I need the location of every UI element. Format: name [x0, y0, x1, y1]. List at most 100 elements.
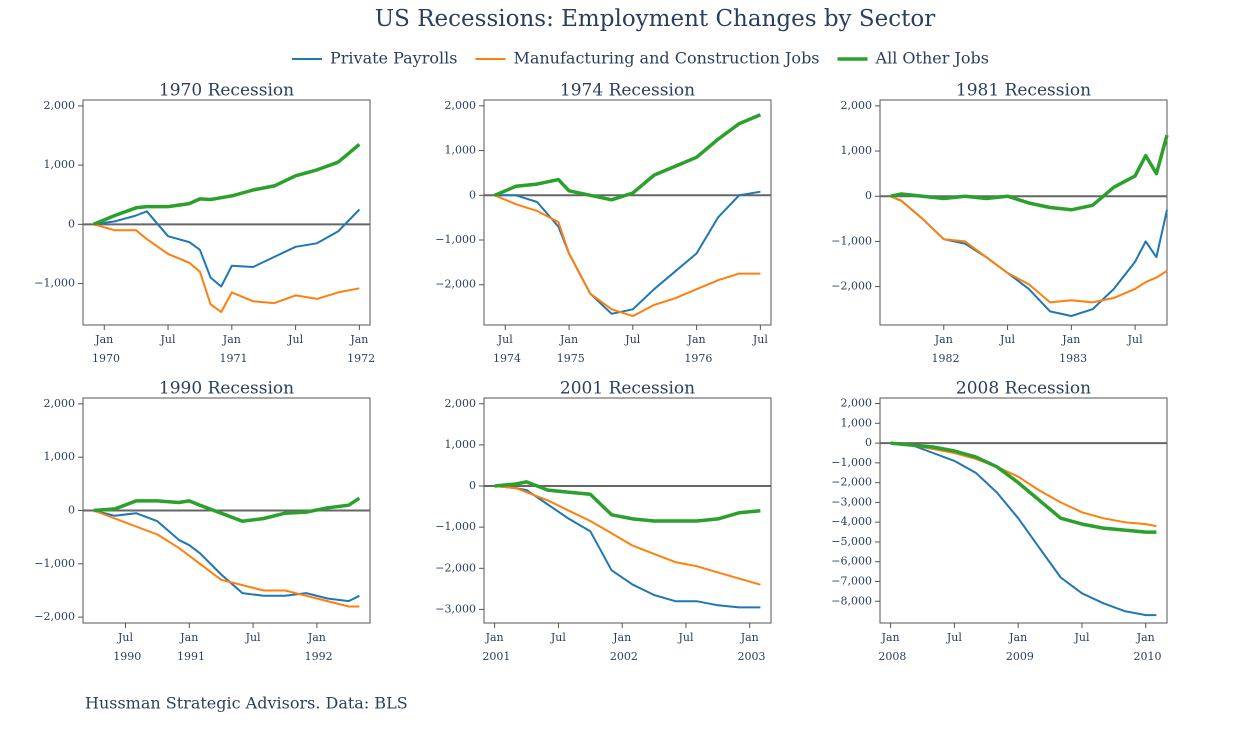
figure-title: US Recessions: Employment Changes by Sec…: [375, 6, 935, 32]
y-tick-label: −2,000: [34, 610, 75, 623]
x-tick-label-part: Jul: [117, 631, 133, 644]
y-tick-label: −1,000: [831, 456, 872, 469]
x-tick-label-part: 1971: [216, 352, 248, 365]
legend-label: Manufacturing and Construction Jobs: [513, 49, 819, 68]
x-tick-label: Jul: [752, 333, 768, 346]
series-line: [93, 223, 360, 313]
series-line: [93, 509, 360, 608]
series-line: [93, 496, 361, 523]
x-tick-label: Jan 2009: [1002, 631, 1034, 663]
y-tick-label: −6,000: [831, 555, 872, 568]
x-tick-label: Jan 1971: [216, 333, 248, 365]
x-tick-label-part: 1983: [1056, 352, 1088, 365]
y-tick-label: 0: [865, 436, 872, 449]
x-tick-label-part: Jan: [1061, 333, 1080, 346]
series-line: [92, 143, 361, 226]
x-tick-label-part: Jan: [307, 631, 326, 644]
x-tick-label-part: Jan: [881, 631, 900, 644]
y-tick-label: 0: [469, 188, 476, 201]
x-tick-label: Jul: [1073, 631, 1089, 644]
y-tick-label: −2,000: [831, 280, 872, 293]
y-tick-label: 0: [865, 189, 872, 202]
series-line: [890, 195, 1168, 304]
x-tick-label: Jan 1992: [301, 631, 333, 663]
x-tick-label-part: Jan: [349, 333, 368, 346]
x-tick-label-part: 1990: [110, 650, 142, 663]
series-line: [93, 509, 360, 603]
plot-frame: [82, 99, 371, 326]
x-tick-label: Jan 1982: [928, 333, 960, 365]
plot-frame: [483, 99, 772, 326]
x-tick-label: Jan 2001: [479, 631, 511, 663]
y-tick-label: −1,000: [34, 557, 75, 570]
legend-label: All Other Jobs: [875, 49, 989, 68]
x-tick-label-part: Jan: [485, 631, 504, 644]
x-tick-label-part: 1970: [89, 352, 121, 365]
panel-title: 1970 Recession: [159, 81, 294, 101]
x-tick-label-part: 2002: [606, 650, 638, 663]
y-tick-label: −2,000: [435, 278, 476, 291]
series-line: [93, 208, 361, 288]
y-tick-label: −3,000: [831, 495, 872, 508]
panel-title: 1981 Recession: [956, 81, 1091, 101]
plot-frame: [483, 397, 772, 624]
series-line: [890, 442, 1157, 617]
y-tick-label: 0: [469, 479, 476, 492]
x-tick-label: Jan 1976: [681, 333, 713, 365]
x-tick-label: Jul: [677, 631, 693, 644]
y-tick-label: 0: [68, 504, 75, 517]
x-tick-label-part: Jan: [1136, 631, 1155, 644]
y-tick-label: 2,000: [44, 397, 76, 410]
x-tick-label-part: Jan: [1008, 631, 1027, 644]
x-tick-label: Jul: [624, 333, 640, 346]
y-tick-label: −1,000: [435, 520, 476, 533]
x-tick-label-part: Jan: [740, 631, 759, 644]
y-tick-label: 1,000: [841, 144, 873, 157]
y-tick-label: 0: [68, 217, 75, 230]
y-tick-label: 2,000: [841, 99, 873, 112]
x-tick-label: Jan 2003: [734, 631, 766, 663]
series-line: [494, 194, 761, 318]
series-line: [890, 195, 1168, 317]
panel-title: 2008 Recession: [956, 379, 1091, 399]
x-tick-label-part: Jan: [94, 333, 113, 346]
source-note: Hussman Strategic Advisors. Data: BLS: [85, 694, 408, 713]
y-tick-label: 1,000: [445, 438, 477, 451]
x-tick-label: Jan 2002: [606, 631, 638, 663]
x-tick-label: Jan 1970: [89, 333, 121, 365]
x-tick-label: Jan 1991: [174, 631, 206, 663]
y-tick-label: −7,000: [831, 574, 872, 587]
x-tick-label-part: 2001: [479, 650, 511, 663]
x-tick-label: Jul: [999, 333, 1015, 346]
x-tick-label-part: Jul: [497, 333, 513, 346]
legend-label: Private Payrolls: [330, 49, 457, 68]
x-tick-label-part: Jan: [612, 631, 631, 644]
x-tick-label-part: 1991: [174, 650, 206, 663]
x-tick-label-part: 1992: [301, 650, 333, 663]
series-line: [494, 485, 761, 586]
x-tick-label-part: 1974: [490, 352, 522, 365]
x-tick-label-part: 2003: [734, 650, 766, 663]
panel-title: 1990 Recession: [159, 379, 294, 399]
x-tick-label: Jul: [287, 333, 303, 346]
y-tick-label: 2,000: [445, 397, 477, 410]
panel-title: 1974 Recession: [560, 81, 695, 101]
x-tick-label-part: Jan: [222, 333, 241, 346]
x-tick-label: Jul: [1127, 333, 1143, 346]
y-tick-label: 1,000: [841, 416, 873, 429]
series-line: [890, 134, 1169, 212]
x-tick-label: Jul 1974: [490, 333, 522, 365]
series-line: [890, 441, 1157, 534]
x-tick-label: Jul: [946, 631, 962, 644]
x-tick-label: Jan 1972: [344, 333, 376, 365]
y-tick-label: −8,000: [831, 594, 872, 607]
plot-frame: [879, 397, 1168, 624]
x-tick-label-part: Jan: [687, 333, 706, 346]
plot-frame: [879, 99, 1168, 326]
y-tick-label: 1,000: [445, 144, 477, 157]
y-tick-label: −4,000: [831, 515, 872, 528]
y-tick-label: −5,000: [831, 535, 872, 548]
series-line: [890, 442, 1157, 528]
x-tick-label: Jan 1975: [553, 333, 585, 365]
